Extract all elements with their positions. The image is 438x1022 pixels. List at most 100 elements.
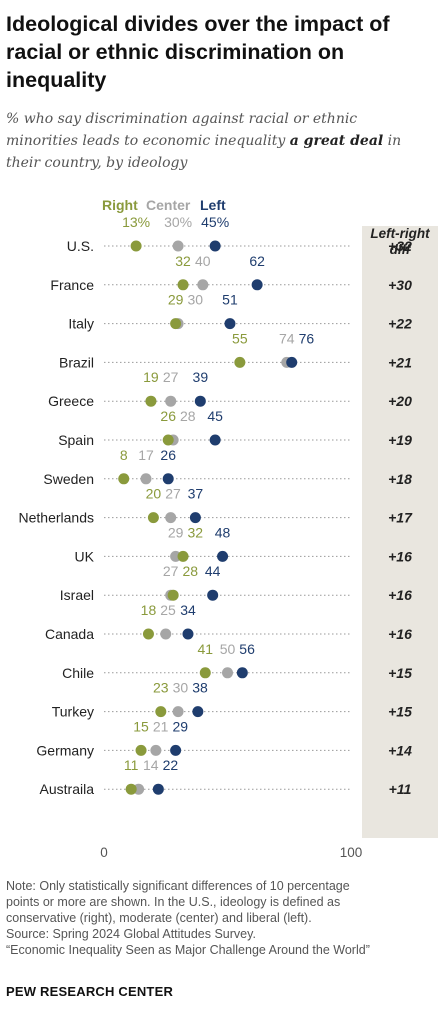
value-label-center: 21 <box>153 718 169 734</box>
country-label: Canada <box>45 626 94 642</box>
chart-notes: Note: Only statistically significant dif… <box>6 878 426 958</box>
dot-right <box>167 589 179 601</box>
value-label-center: 27 <box>165 486 181 502</box>
dot-right <box>125 783 137 795</box>
value-label-center: 17 <box>138 447 154 463</box>
diff-value: +11 <box>389 781 412 797</box>
dot-left <box>286 356 298 368</box>
value-label-center: 27 <box>163 563 179 579</box>
value-label-left: 26 <box>160 447 176 463</box>
value-label-center: 29 <box>168 524 184 540</box>
diff-value: +18 <box>388 471 412 487</box>
value-label-right: 11 <box>124 757 139 773</box>
dot-left <box>251 279 263 291</box>
diff-column-background <box>362 226 438 838</box>
dot-right <box>145 395 157 407</box>
dot-left <box>207 589 219 601</box>
subtitle-text: % who say discrimination against racial … <box>6 111 358 149</box>
diff-value: +16 <box>388 626 412 642</box>
diff-value: +22 <box>388 316 412 332</box>
country-label: Israel <box>60 587 94 603</box>
x-tick-label: 100 <box>340 845 363 860</box>
value-label-right: 23 <box>153 680 169 696</box>
value-label-left: 29 <box>172 718 188 734</box>
value-label-left: 51 <box>222 292 238 308</box>
dot-left <box>217 550 229 562</box>
diff-value: +19 <box>388 432 412 448</box>
value-label-right: 19 <box>143 369 159 385</box>
value-label-right: 28 <box>183 563 199 579</box>
value-label-right: 29 <box>168 292 184 308</box>
value-label-center: 30 <box>173 680 189 696</box>
country-label: U.S. <box>67 238 94 254</box>
value-label-left: 39 <box>193 369 209 385</box>
diff-value: +16 <box>388 548 412 564</box>
value-label-left: 45 <box>207 408 223 424</box>
value-label-center: 50 <box>220 641 236 657</box>
subtitle-emphasis: a great deal <box>289 133 384 149</box>
dot-right <box>177 279 189 291</box>
value-label-right: 15 <box>133 718 149 734</box>
subtitle-text-end: in their country, by ideology <box>6 133 402 171</box>
country-label: Germany <box>36 742 94 758</box>
value-label-right: 55 <box>232 330 248 346</box>
value-label-right: 32 <box>187 524 203 540</box>
country-label: Netherlands <box>19 510 95 526</box>
value-label-left: 45% <box>201 214 229 230</box>
diff-value: +32 <box>388 238 412 254</box>
value-label-left: 34 <box>180 602 196 618</box>
dot-right <box>234 356 246 368</box>
diff-column-header: Left-right diff <box>370 226 430 257</box>
value-label-left: 56 <box>239 641 255 657</box>
dot-center <box>172 706 184 718</box>
dot-left <box>209 240 221 252</box>
diff-value: +21 <box>388 354 412 370</box>
value-label-right: 41 <box>197 641 213 657</box>
dot-center <box>172 240 184 252</box>
country-label: Sweden <box>43 471 94 487</box>
value-label-center: 28 <box>180 408 196 424</box>
dot-left <box>194 395 206 407</box>
value-label-right: 18 <box>141 602 157 618</box>
country-label: Italy <box>68 316 94 332</box>
dot-left <box>189 512 201 524</box>
value-label-right: 32 <box>175 253 191 269</box>
legend-center: Center <box>146 197 191 213</box>
dot-left <box>224 318 236 330</box>
dot-center <box>165 512 177 524</box>
country-label: Brazil <box>59 354 94 370</box>
dot-right <box>177 550 189 562</box>
diff-value: +15 <box>388 665 412 681</box>
dot-left <box>209 434 221 446</box>
value-label-left: 62 <box>249 253 265 269</box>
value-label-right: 20 <box>146 486 162 502</box>
dot-right <box>118 473 130 485</box>
value-label-left: 48 <box>215 524 231 540</box>
dot-right <box>162 434 174 446</box>
value-label-center: 74 <box>279 330 295 346</box>
diff-value: +20 <box>388 393 412 409</box>
note-line: conservative (right), moderate (center) … <box>6 911 312 925</box>
diff-value: +14 <box>388 742 412 758</box>
pew-logo-text: PEW RESEARCH CENTER <box>6 984 174 999</box>
value-label-left: 44 <box>205 563 221 579</box>
dot-right <box>135 744 147 756</box>
legend-left: Left <box>200 197 226 213</box>
value-label-center: 25 <box>160 602 176 618</box>
dot-left <box>236 667 248 679</box>
value-label-left: 76 <box>299 330 315 346</box>
diff-value: +30 <box>388 277 412 293</box>
value-label-left: 38 <box>192 680 208 696</box>
country-label: UK <box>75 548 95 564</box>
diff-value: +16 <box>388 587 412 603</box>
value-label-center: 14 <box>143 757 159 773</box>
dot-right <box>170 318 182 330</box>
value-label-center: 27 <box>163 369 179 385</box>
value-label-center: 30 <box>187 292 203 308</box>
dot-center <box>197 279 209 291</box>
dot-right <box>142 628 154 640</box>
country-label: Spain <box>58 432 94 448</box>
dot-right <box>130 240 142 252</box>
chart-subtitle: % who say discrimination against racial … <box>6 108 426 174</box>
